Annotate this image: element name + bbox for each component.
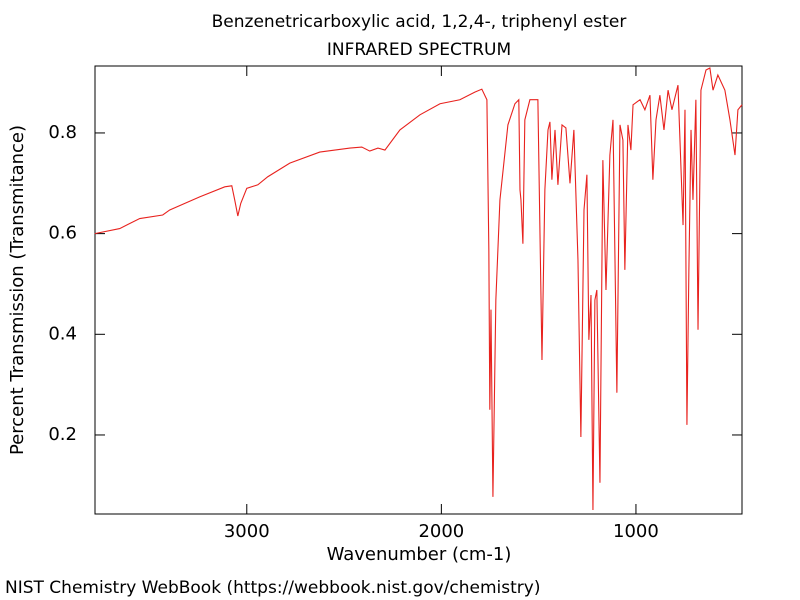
x-tick-label: 2000 bbox=[418, 521, 464, 542]
y-tick-label: 0.8 bbox=[48, 122, 77, 143]
y-tick-label: 0.4 bbox=[48, 323, 77, 344]
x-tick-label: 1000 bbox=[613, 521, 659, 542]
x-axis-label: Wavenumber (cm-1) bbox=[327, 544, 512, 565]
y-tick-label: 0.2 bbox=[48, 424, 77, 445]
footer: NIST Chemistry WebBook (https://webbook.… bbox=[5, 578, 540, 598]
plot-frame bbox=[94, 65, 743, 515]
chart-title: Benzenetricarboxylic acid, 1,2,4-, triph… bbox=[212, 12, 627, 32]
y-tick-label: 0.6 bbox=[48, 223, 77, 244]
chart-subtitle: INFRARED SPECTRUM bbox=[327, 40, 511, 60]
x-tick-label: 3000 bbox=[224, 521, 270, 542]
y-axis-label: Percent Transmission (Transmitance) bbox=[7, 125, 28, 455]
spectrum-line bbox=[94, 67, 743, 510]
